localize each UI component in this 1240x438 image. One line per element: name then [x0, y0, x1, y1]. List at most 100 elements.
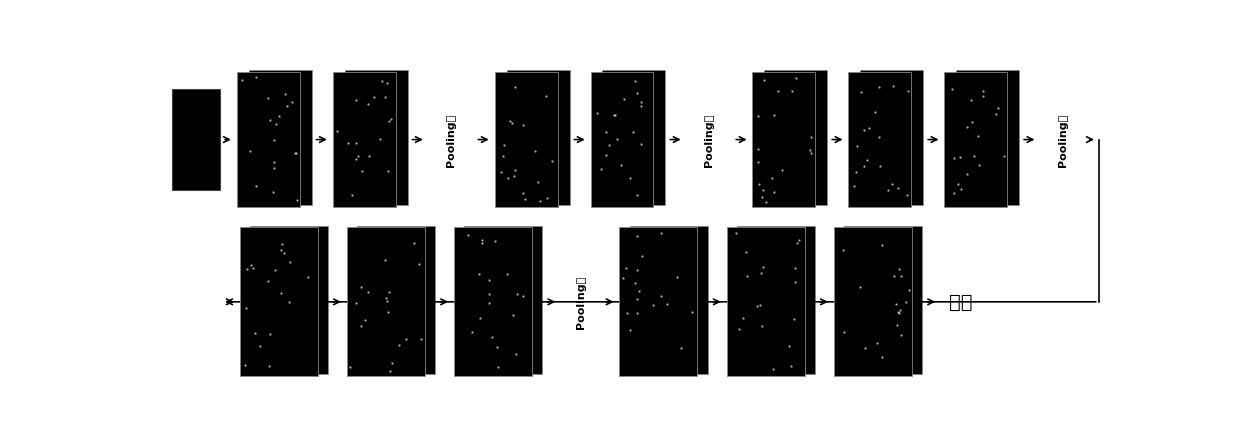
Text: Pooling层: Pooling层: [1058, 114, 1068, 167]
FancyBboxPatch shape: [844, 226, 923, 374]
Point: [487, 344, 507, 351]
Point: [604, 112, 624, 119]
Point: [278, 103, 298, 110]
Point: [756, 198, 776, 205]
Point: [365, 94, 384, 101]
Point: [749, 146, 769, 153]
Point: [899, 287, 919, 294]
Point: [854, 127, 874, 134]
Point: [869, 84, 889, 91]
Point: [790, 237, 810, 244]
Point: [941, 87, 961, 94]
FancyBboxPatch shape: [764, 71, 827, 205]
Point: [749, 182, 769, 189]
Point: [381, 367, 401, 374]
Point: [785, 315, 805, 322]
Point: [785, 265, 805, 272]
Point: [962, 119, 982, 126]
Point: [496, 271, 516, 278]
Point: [241, 148, 260, 155]
Point: [727, 230, 746, 237]
Point: [671, 345, 691, 352]
Point: [973, 93, 993, 100]
Point: [644, 302, 663, 309]
Point: [847, 143, 867, 150]
Point: [378, 168, 398, 175]
Point: [898, 192, 918, 199]
Point: [285, 151, 305, 158]
Point: [945, 155, 965, 162]
Point: [748, 303, 768, 310]
Point: [733, 315, 753, 322]
Point: [889, 266, 909, 273]
FancyBboxPatch shape: [357, 226, 435, 374]
Point: [986, 111, 1006, 118]
Point: [895, 299, 915, 306]
Point: [275, 92, 295, 99]
Point: [512, 122, 532, 129]
Point: [888, 186, 908, 193]
Point: [506, 84, 526, 91]
Point: [374, 257, 394, 264]
Point: [763, 175, 782, 182]
Point: [472, 237, 492, 244]
Point: [280, 259, 300, 266]
Point: [629, 288, 649, 295]
FancyBboxPatch shape: [239, 228, 317, 376]
FancyBboxPatch shape: [861, 71, 924, 205]
Point: [237, 266, 257, 273]
Point: [355, 317, 374, 324]
Point: [892, 273, 911, 280]
Point: [260, 117, 280, 124]
Point: [884, 273, 904, 280]
Text: Pooling层: Pooling层: [446, 114, 456, 167]
FancyBboxPatch shape: [753, 73, 816, 208]
Point: [738, 272, 758, 279]
Point: [994, 153, 1014, 160]
Point: [957, 124, 977, 131]
Point: [537, 93, 557, 100]
Point: [972, 88, 992, 95]
Point: [479, 299, 498, 306]
Point: [469, 271, 489, 278]
Point: [616, 265, 636, 272]
Point: [503, 312, 523, 319]
Point: [526, 148, 546, 155]
Point: [872, 353, 892, 360]
Point: [611, 162, 631, 169]
Point: [513, 293, 533, 300]
Point: [866, 109, 885, 116]
Point: [883, 84, 903, 91]
FancyBboxPatch shape: [630, 226, 708, 374]
Point: [627, 309, 647, 316]
Point: [887, 321, 906, 328]
Point: [412, 336, 432, 343]
Point: [505, 167, 525, 174]
Point: [599, 142, 619, 149]
FancyBboxPatch shape: [347, 228, 425, 376]
Point: [849, 284, 869, 291]
Point: [485, 238, 505, 245]
Text: 输出: 输出: [949, 293, 972, 311]
Point: [512, 190, 532, 197]
FancyBboxPatch shape: [727, 228, 805, 376]
Point: [833, 247, 853, 254]
Point: [750, 301, 770, 308]
Point: [892, 332, 911, 339]
Point: [379, 289, 399, 296]
Point: [801, 147, 821, 154]
Point: [273, 240, 293, 247]
Point: [888, 308, 908, 315]
Point: [631, 99, 651, 106]
Point: [869, 134, 889, 141]
FancyBboxPatch shape: [250, 226, 329, 374]
Point: [988, 105, 1008, 112]
Point: [632, 253, 652, 260]
Point: [596, 129, 616, 136]
Point: [949, 181, 968, 188]
Point: [753, 264, 773, 271]
Point: [882, 181, 901, 188]
Point: [250, 343, 270, 350]
Point: [857, 157, 877, 164]
Point: [382, 360, 402, 367]
